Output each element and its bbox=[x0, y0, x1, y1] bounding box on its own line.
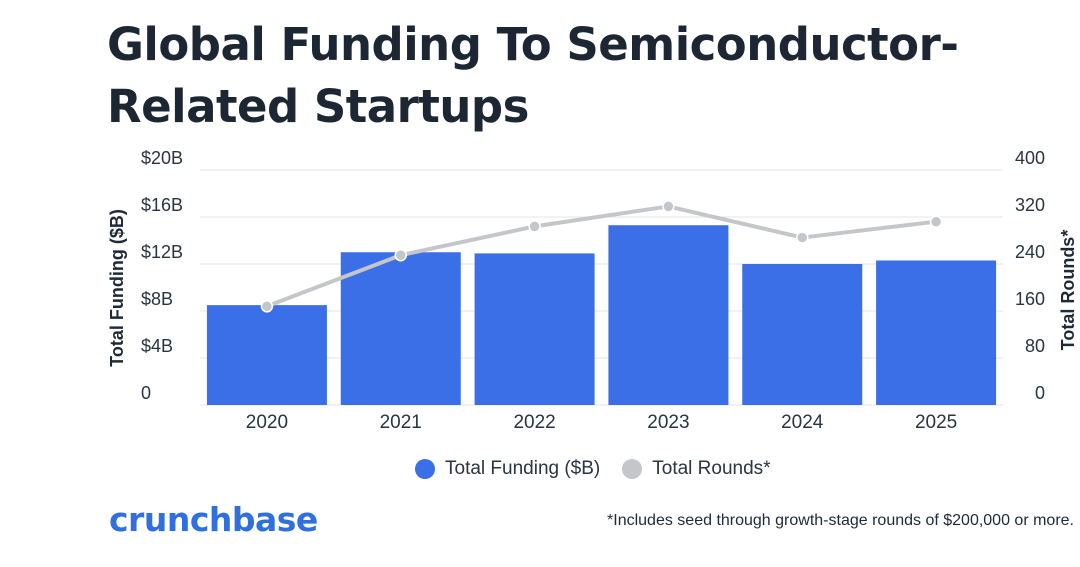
bar-2024 bbox=[742, 264, 863, 405]
right-tick-label: 80 bbox=[1025, 336, 1045, 356]
rounds-point-2021 bbox=[394, 248, 407, 262]
x-tick-label: 2022 bbox=[513, 412, 555, 433]
right-tick-label: 240 bbox=[1015, 242, 1045, 262]
right-tick-label: 160 bbox=[1015, 289, 1045, 309]
x-tick-label: 2025 bbox=[915, 412, 957, 433]
legend-rounds-label: Total Rounds* bbox=[652, 458, 771, 479]
bar-2023 bbox=[608, 225, 729, 405]
right-tick-label: 0 bbox=[1035, 383, 1045, 403]
legend-funding-swatch bbox=[415, 459, 435, 479]
x-tick-label: 2023 bbox=[647, 412, 689, 433]
legend-funding-label: Total Funding ($B) bbox=[445, 458, 601, 479]
bar-2020 bbox=[206, 305, 327, 405]
crunchbase-logo: crunchbase bbox=[109, 500, 318, 539]
footnote: *Includes seed through growth-stage roun… bbox=[607, 512, 1074, 529]
left-tick-label: 0 bbox=[141, 383, 151, 403]
right-axis-title: Total Rounds* bbox=[1058, 230, 1078, 351]
legend-item-rounds: Total Rounds* bbox=[622, 458, 771, 480]
left-tick-label: $20B bbox=[141, 148, 183, 168]
left-tick-label: $12B bbox=[141, 242, 183, 262]
left-tick-label: $8B bbox=[141, 289, 173, 309]
combo-chart: 0 0 $4B 80 $8B 160 $12B 240 $16B 320 $20B 400 2020 20… bbox=[107, 148, 1078, 433]
legend-item-funding: Total Funding ($B) bbox=[415, 458, 600, 480]
bar-2022 bbox=[474, 253, 595, 405]
x-tick-label: 2020 bbox=[246, 412, 288, 433]
title-line-2: Related Startups bbox=[107, 80, 529, 133]
right-tick-label: 400 bbox=[1015, 148, 1045, 168]
rounds-point-2022 bbox=[528, 220, 541, 233]
right-tick-label: 320 bbox=[1015, 195, 1045, 215]
left-axis-title: Total Funding ($B) bbox=[107, 209, 127, 367]
chart-legend: Total Funding ($B) Total Rounds* bbox=[415, 458, 793, 480]
left-tick-label: $16B bbox=[141, 195, 183, 215]
rounds-point-2024 bbox=[796, 231, 809, 244]
legend-rounds-swatch bbox=[622, 459, 643, 479]
rounds-point-2020 bbox=[260, 300, 274, 313]
left-tick-label: $4B bbox=[141, 336, 173, 356]
rounds-point-2023 bbox=[662, 200, 675, 213]
rounds-point-2025 bbox=[929, 215, 943, 228]
x-tick-label: 2024 bbox=[781, 412, 824, 433]
chart-title: Global Funding To Semiconductor- Related… bbox=[107, 14, 1007, 138]
x-tick-label: 2021 bbox=[380, 412, 422, 433]
bar-2025 bbox=[876, 260, 997, 405]
title-line-1: Global Funding To Semiconductor- bbox=[107, 18, 959, 71]
rounds-line bbox=[266, 204, 937, 309]
bar-2021 bbox=[340, 252, 461, 405]
